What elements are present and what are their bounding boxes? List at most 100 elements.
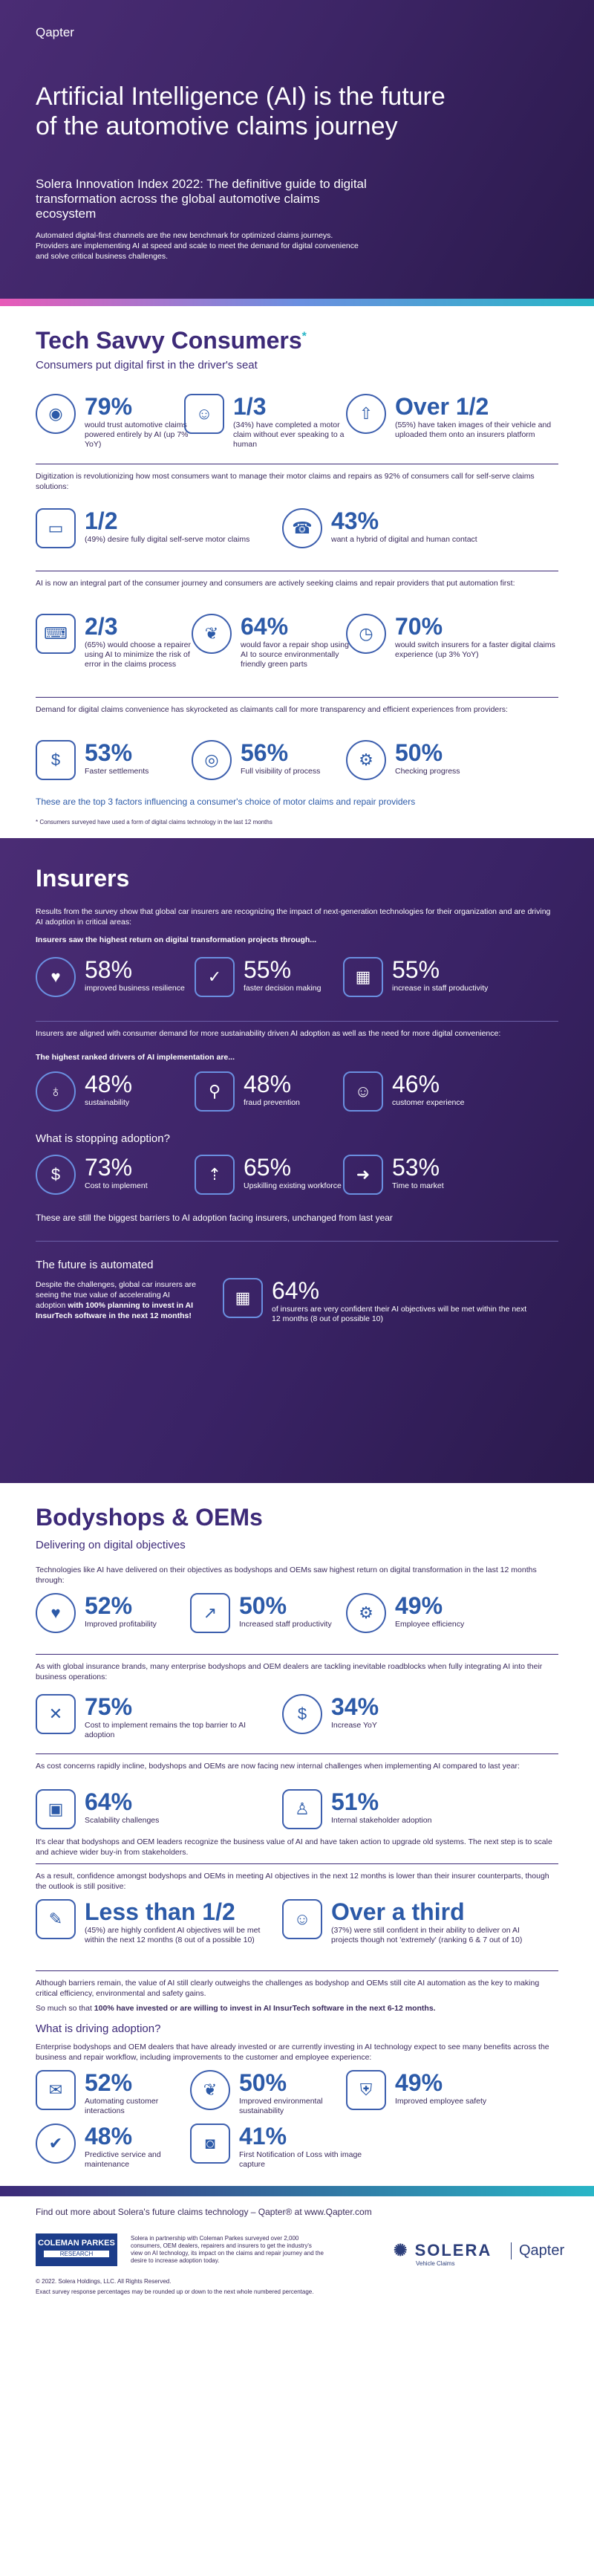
stat-item: ☺ 1/3 (34%) have completed a motor claim … bbox=[184, 394, 347, 450]
stat-item: $ 53% Faster settlements bbox=[36, 740, 199, 780]
chart-up-icon: ↗ bbox=[190, 1593, 230, 1633]
footer-divider bbox=[0, 2186, 594, 2196]
gear-search-icon: ⚙ bbox=[346, 740, 386, 780]
stat-item: ⛨ 49% Improved employee safety bbox=[346, 2070, 539, 2110]
divider bbox=[36, 1970, 558, 1971]
paragraph: Digitization is revolutionizing how most… bbox=[36, 472, 535, 491]
stat-item: ⚲ 48% fraud prevention bbox=[195, 1071, 358, 1112]
stat-item: $ 34% Increase YoY bbox=[282, 1694, 505, 1734]
piggy-icon: ♥ bbox=[36, 957, 76, 997]
head-brain-icon: ◉ bbox=[36, 394, 76, 434]
section-heading: What is driving adoption? bbox=[36, 2022, 161, 2035]
globe-hand-icon: ♁ bbox=[36, 1071, 76, 1112]
paragraph: As with global insurance brands, many en… bbox=[36, 1662, 543, 1681]
callout: These are the top 3 factors influencing … bbox=[36, 797, 416, 807]
stat-item: ◙ 41% First Notification of Loss with ima… bbox=[190, 2124, 383, 2170]
insurers-section: Insurers Results from the survey show th… bbox=[0, 838, 594, 1483]
stat-item: ☺ Over a third (37%) were still confident… bbox=[282, 1899, 527, 1945]
footer: Find out more about Solera's future clai… bbox=[0, 2196, 594, 2576]
stat-item: ▭ 1/2 (49%) desire fully digital self-ser… bbox=[36, 508, 258, 548]
divider bbox=[36, 1863, 558, 1864]
stat-item: ⇡ 65% Upskilling existing workforce bbox=[195, 1155, 358, 1195]
lead-text: Insurers saw the highest return on digit… bbox=[36, 935, 317, 944]
stat-item: ◷ 70% would switch insurers for a faster … bbox=[346, 614, 558, 660]
hero-banner: Qapter Artificial Intelligence (AI) is t… bbox=[0, 0, 594, 306]
future-text: Despite the challenges, global car insur… bbox=[36, 1280, 196, 1320]
copyright: © 2022. Solera Holdings, LLC. All Rights… bbox=[36, 2278, 172, 2285]
divider bbox=[36, 1654, 558, 1655]
paragraph: Although barriers remain, the value of A… bbox=[36, 1979, 540, 1998]
paragraph: As a result, confidence amongst bodyshop… bbox=[36, 1872, 549, 1891]
insurers-title: Insurers bbox=[36, 865, 130, 892]
stat-item: ⚙ 50% Checking progress bbox=[346, 740, 539, 780]
stat-item: ✕ 75% Cost to implement remains the top b… bbox=[36, 1694, 258, 1740]
stopwatch-icon: ◷ bbox=[346, 614, 386, 654]
page-title: Artificial Intelligence (AI) is the futu… bbox=[36, 82, 446, 140]
paragraph: AI is now an integral part of the consum… bbox=[36, 579, 515, 588]
hero-divider bbox=[0, 299, 594, 306]
stat-item: ➜ 53% Time to market bbox=[343, 1155, 536, 1195]
box-icon: ▣ bbox=[36, 1789, 76, 1829]
divider bbox=[36, 1753, 558, 1754]
paragraph: Insurers are aligned with consumer deman… bbox=[36, 1029, 501, 1038]
section-heading: The future is automated bbox=[36, 1259, 154, 1271]
stat-item: ✓ 55% faster decision making bbox=[195, 957, 358, 997]
arrows-icon: ➜ bbox=[343, 1155, 383, 1195]
laptop-person-icon: ⌨ bbox=[36, 614, 76, 654]
stat-item: ♥ 58% improved business resilience bbox=[36, 957, 199, 997]
callout: These are still the biggest barriers to … bbox=[36, 1213, 393, 1223]
decision-icon: ✓ bbox=[195, 957, 235, 997]
paragraph: Results from the survey show that global… bbox=[36, 907, 551, 927]
divider bbox=[36, 697, 558, 698]
eye-icon: ◎ bbox=[192, 740, 232, 780]
stat-item: ❦ 64% would favor a repair shop using AI … bbox=[192, 614, 355, 669]
robot-icon: ☺ bbox=[184, 394, 224, 434]
presenter-icon: ▦ bbox=[343, 957, 383, 997]
headset-agent-icon: ☎ bbox=[282, 508, 322, 548]
footnote: * Consumers surveyed have used a form of… bbox=[36, 819, 272, 825]
stat-item: ⇧ Over 1/2 (55%) have taken images of the… bbox=[346, 394, 558, 440]
qapter-logo: Qapter bbox=[36, 25, 74, 39]
stat-item: ♁ 48% sustainability bbox=[36, 1071, 199, 1112]
bodyshops-section: Bodyshops & OEMs Delivering on digital o… bbox=[0, 1483, 594, 2419]
robot-hand-icon: ☺ bbox=[282, 1899, 322, 1939]
rounding-note: Exact survey response percentages may be… bbox=[36, 2288, 314, 2295]
dollar-up-icon: $ bbox=[282, 1694, 322, 1734]
coleman-parkes-logo: COLEMAN PARKES RESEARCH bbox=[36, 2233, 117, 2266]
divider bbox=[36, 1241, 558, 1242]
stat-item: ▦ 64% of insurers are very confident thei… bbox=[223, 1278, 535, 1324]
consumers-subtitle: Consumers put digital first in the drive… bbox=[36, 359, 258, 372]
piggy-icon: ♥ bbox=[36, 1593, 76, 1633]
stat-item: ◎ 56% Full visibility of process bbox=[192, 740, 355, 780]
stat-item: ◉ 79% would trust automotive claims power… bbox=[36, 394, 199, 450]
stat-item: ☺ 46% customer experience bbox=[343, 1071, 536, 1112]
divider bbox=[36, 1021, 558, 1022]
paragraph: Demand for digital claims convenience ha… bbox=[36, 705, 508, 714]
paragraph: Technologies like AI have delivered on t… bbox=[36, 1566, 537, 1585]
consumers-title: Tech Savvy Consumers* bbox=[36, 327, 307, 354]
paragraph: Enterprise bodyshops and OEM dealers tha… bbox=[36, 2043, 549, 2062]
paragraph: So much so that 100% have invested or ar… bbox=[36, 2004, 436, 2013]
stat-item: $ 73% Cost to implement bbox=[36, 1155, 199, 1195]
paragraph: As cost concerns rapidly incline, bodysh… bbox=[36, 1762, 520, 1771]
stat-item: ↗ 50% Increased staff productivity bbox=[190, 1593, 353, 1633]
stat-item: ⌨ 2/3 (65%) would choose a repairer using… bbox=[36, 614, 199, 669]
stat-item: ✉ 52% Automating customer interactions bbox=[36, 2070, 199, 2116]
shield-icon: ⛨ bbox=[346, 2070, 386, 2110]
consumers-section: Tech Savvy Consumers* Consumers put digi… bbox=[0, 306, 594, 893]
leaf-icon: ❦ bbox=[190, 2070, 230, 2110]
stat-item: ♙ 51% Internal stakeholder adoption bbox=[282, 1789, 505, 1829]
stat-item: ☎ 43% want a hybrid of digital and human … bbox=[282, 508, 505, 548]
paragraph: It's clear that bodyshops and OEM leader… bbox=[36, 1837, 552, 1857]
hand-leaf-icon: ❦ bbox=[192, 614, 232, 654]
find-more-text[interactable]: Find out more about Solera's future clai… bbox=[36, 2207, 372, 2217]
stat-item: ✎ Less than 1/2 (45%) are highly confiden… bbox=[36, 1899, 273, 1945]
lead-text: The highest ranked drivers of AI impleme… bbox=[36, 1053, 235, 1062]
solera-mark-icon: ✺ bbox=[394, 2241, 409, 2259]
chat-icon: ✉ bbox=[36, 2070, 76, 2110]
stat-item: ▦ 55% increase in staff productivity bbox=[343, 957, 536, 997]
stat-item: ❦ 50% Improved environmental sustainabili… bbox=[190, 2070, 353, 2116]
stat-item: ⚙ 49% Employee efficiency bbox=[346, 1593, 539, 1633]
money-cross-icon: ✕ bbox=[36, 1694, 76, 1734]
partner-text: Solera in partnership with Coleman Parke… bbox=[131, 2235, 324, 2264]
